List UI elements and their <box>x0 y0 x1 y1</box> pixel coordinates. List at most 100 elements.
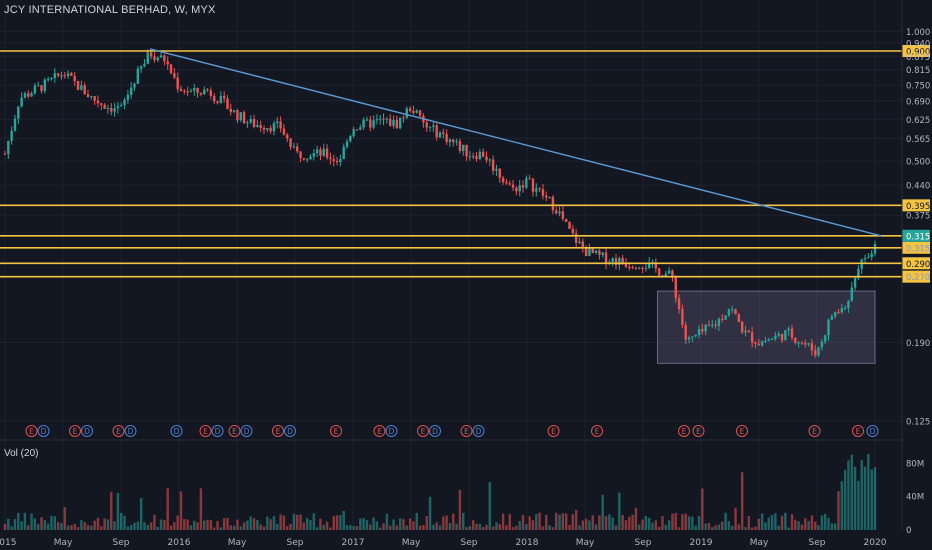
candle-body <box>159 55 163 58</box>
candle-body <box>252 119 256 127</box>
volume-bar <box>681 514 684 530</box>
volume-bar <box>804 518 807 530</box>
volume-bar <box>17 512 20 530</box>
earnings-marker-icon <box>692 425 705 437</box>
volume-bar <box>395 525 399 530</box>
volume-bar <box>123 515 126 530</box>
volume-bar <box>604 516 608 530</box>
candle-body <box>787 328 790 331</box>
candle-body <box>196 87 199 93</box>
volume-bar <box>511 527 515 530</box>
volume-bar <box>335 515 339 530</box>
volume-bar <box>555 512 558 530</box>
volume-bar <box>33 518 37 530</box>
horizontal-levels[interactable]: 0.900 0.395 0.315 0.290 0.270 0.315 <box>0 45 930 283</box>
volume-bar <box>850 454 853 530</box>
candle-body <box>488 159 492 161</box>
volume-bar <box>266 516 269 530</box>
candle-body <box>628 266 631 268</box>
dividend-marker-icon <box>472 425 485 437</box>
price-tick-label: 0.690 <box>906 97 930 107</box>
candle-body <box>442 132 445 135</box>
candle-body <box>345 141 349 147</box>
candle-body <box>465 144 468 157</box>
volume-bar <box>93 520 96 530</box>
dividend-marker-icon <box>170 425 183 437</box>
candle-body <box>408 108 412 112</box>
earnings-marker-icon <box>591 425 603 437</box>
volume-bar <box>515 525 518 530</box>
trendline-layer[interactable] <box>149 48 882 237</box>
candle-body <box>717 318 721 326</box>
candle-body <box>90 96 93 98</box>
volume-bar <box>837 491 840 530</box>
volume-bar <box>103 518 106 530</box>
volume-bar <box>345 525 349 530</box>
candle-body <box>216 101 219 103</box>
candle-body <box>339 159 342 163</box>
candle-body <box>176 77 179 89</box>
candle-body <box>611 258 614 262</box>
volume-bar <box>113 521 116 530</box>
candle-body <box>309 156 312 160</box>
marker-letter: E <box>276 427 281 436</box>
earnings-marker-icon <box>460 425 473 437</box>
earnings-marker-icon <box>228 425 241 437</box>
candle-body <box>571 228 575 234</box>
candle-body <box>714 324 717 326</box>
candle-body <box>558 211 561 214</box>
candle-body <box>349 136 352 142</box>
candle-body <box>797 342 800 344</box>
volume-bar <box>339 514 342 530</box>
candle-body <box>70 73 73 76</box>
candle-body <box>873 243 877 254</box>
volume-bar <box>614 525 618 530</box>
volume-bar <box>342 510 345 530</box>
candle-body <box>395 119 399 129</box>
candle-body <box>103 104 106 109</box>
candle-body <box>435 125 438 138</box>
candle-body <box>236 110 239 121</box>
candle-body <box>687 337 691 340</box>
volume-bar <box>548 525 551 530</box>
volume-bar <box>242 522 246 530</box>
candle-body <box>183 90 186 92</box>
volume-bar <box>86 525 90 530</box>
volume-bar <box>740 472 744 530</box>
candle-body <box>33 85 37 94</box>
volume-bar <box>800 524 804 530</box>
volume-bar <box>196 522 199 530</box>
volume-bar <box>7 518 10 530</box>
marker-letter: E <box>334 427 339 436</box>
marker-letter: D <box>244 427 250 436</box>
volume-bar <box>584 518 588 530</box>
dividend-marker-icon <box>429 425 441 437</box>
volume-bar <box>714 525 717 530</box>
volume-bar <box>462 512 465 530</box>
price-tick-label: 0.440 <box>906 182 930 192</box>
volume-bar <box>684 513 687 530</box>
candle-body <box>385 118 389 120</box>
candle-body <box>491 159 495 171</box>
volume-bar <box>677 527 681 530</box>
candle-body <box>279 121 282 129</box>
volume-bar <box>501 513 505 530</box>
marker-letter: E <box>551 427 556 436</box>
candle-body <box>804 343 807 345</box>
candle-body <box>335 160 339 163</box>
volume-bar <box>305 518 309 530</box>
volume-bar <box>359 518 362 530</box>
candle-body <box>591 248 594 253</box>
level-badge <box>902 199 930 212</box>
price-tick-label: 1.000 <box>906 28 930 38</box>
candle-body <box>365 119 369 121</box>
dividend-marker-icon <box>81 425 93 437</box>
volume-bar <box>873 467 877 530</box>
volume-bar <box>481 527 485 530</box>
marker-letter: E <box>203 427 208 436</box>
candle-body <box>139 66 143 69</box>
volume-bar <box>259 524 262 530</box>
candle-body <box>232 110 236 112</box>
